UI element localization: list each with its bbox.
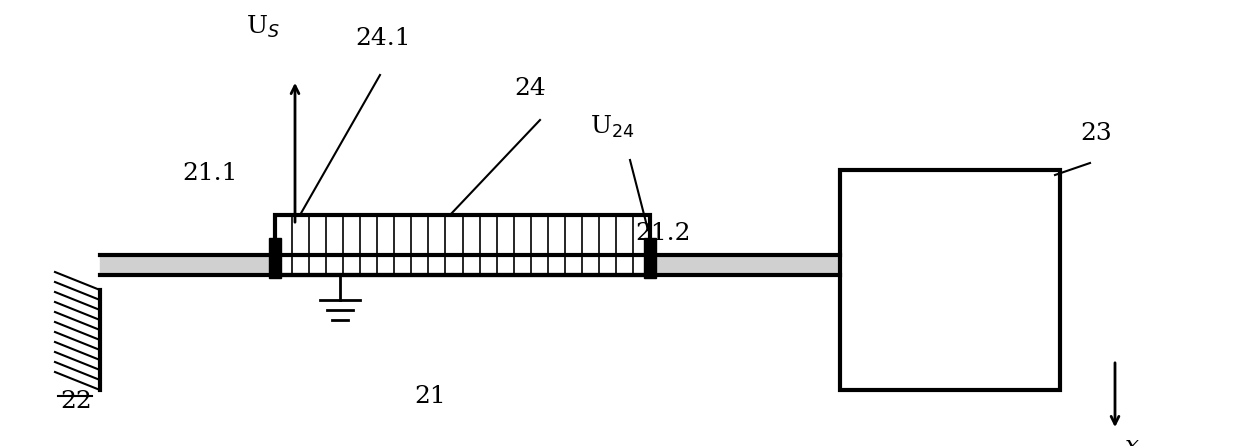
Text: 21: 21 xyxy=(414,385,446,408)
Text: 24.1: 24.1 xyxy=(355,27,410,50)
Text: 23: 23 xyxy=(1080,122,1112,145)
Text: 21.2: 21.2 xyxy=(635,222,691,245)
Text: U$_S$: U$_S$ xyxy=(246,14,280,40)
Bar xyxy=(839,170,1060,390)
Text: U$_{24}$: U$_{24}$ xyxy=(590,114,635,140)
Bar xyxy=(269,238,281,278)
Text: 22: 22 xyxy=(60,390,92,413)
Text: 21.1: 21.1 xyxy=(182,162,238,185)
Bar xyxy=(275,215,650,275)
Text: x: x xyxy=(1125,435,1140,446)
Text: 24: 24 xyxy=(515,77,546,100)
Bar xyxy=(644,238,656,278)
